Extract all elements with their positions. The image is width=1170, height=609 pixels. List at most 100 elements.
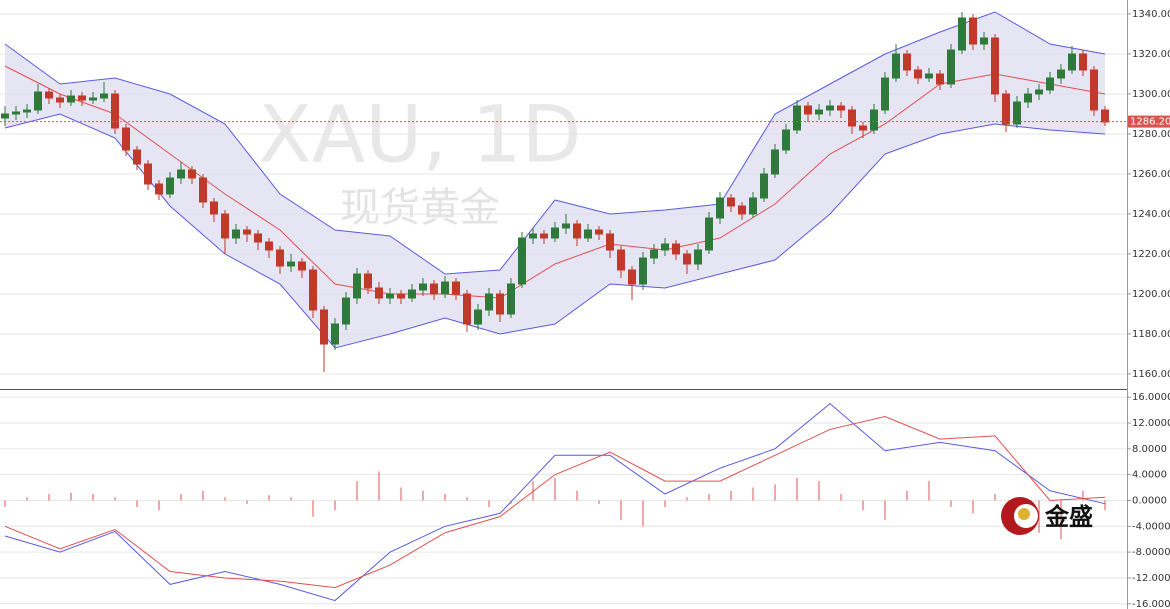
candle-body: [936, 73, 944, 85]
y-tick-label: 1260.00: [1132, 169, 1170, 180]
candle-body: [485, 293, 493, 311]
candle-body: [122, 127, 130, 151]
candle-body: [507, 283, 515, 315]
candle-body: [573, 223, 581, 239]
candle-body: [584, 229, 592, 239]
candle-body: [606, 233, 614, 251]
band-lower: [4, 113, 1106, 349]
candle-body: [705, 217, 713, 251]
candle-body: [265, 241, 273, 251]
candle-body: [254, 233, 262, 243]
candle-body: [166, 177, 174, 195]
candle-body: [1013, 101, 1021, 125]
y-tick-label: -12.0000: [1132, 573, 1170, 584]
y-tick-label: 12.0000: [1132, 418, 1170, 429]
candle-body: [991, 37, 999, 95]
candle-body: [67, 95, 75, 103]
candle-body: [375, 287, 383, 299]
candle-body: [903, 53, 911, 71]
candle-body: [958, 17, 966, 51]
candle-body: [760, 173, 768, 199]
candle-body: [199, 177, 207, 203]
candle-body: [474, 309, 482, 325]
candle-body: [100, 93, 108, 99]
candle-body: [1, 113, 9, 119]
y-tick-label: 8.0000: [1132, 444, 1167, 455]
candle-body: [980, 37, 988, 45]
candle-body: [551, 227, 559, 239]
candle-body: [452, 281, 460, 295]
candle-body: [859, 125, 867, 131]
y-tick-label: 1300.00: [1132, 89, 1170, 100]
candle-body: [155, 183, 163, 195]
y-tick-label: -16.0000: [1132, 599, 1170, 609]
candle-body: [1101, 109, 1109, 123]
candle-body: [34, 91, 42, 111]
macd-line: [4, 402, 1106, 602]
candle-body: [837, 105, 845, 111]
y-tick-label: 1220.00: [1132, 249, 1170, 260]
candle-body: [1046, 77, 1054, 91]
candle-body: [870, 109, 878, 131]
candle-body: [969, 17, 977, 45]
candle-body: [661, 243, 669, 251]
candle-body: [287, 261, 295, 267]
candle-body: [804, 105, 812, 115]
candle-body: [716, 197, 724, 219]
candle-body: [892, 53, 900, 79]
candle-body: [23, 109, 31, 113]
candle-body: [617, 249, 625, 271]
band-upper: [4, 11, 1106, 275]
candle-body: [419, 283, 427, 291]
candle-body: [243, 229, 251, 235]
candle-body: [298, 261, 306, 271]
candle-body: [342, 297, 350, 325]
candle-body: [749, 197, 757, 215]
y-tick-label: 0.0000: [1132, 495, 1167, 506]
candle-body: [177, 169, 185, 179]
candle-body: [496, 293, 504, 315]
candle-body: [1090, 69, 1098, 111]
candle-body: [188, 169, 196, 179]
candle-body: [430, 283, 438, 295]
candle-body: [353, 273, 361, 299]
candle-body: [815, 109, 823, 115]
candle-body: [111, 93, 119, 129]
candle-body: [463, 293, 471, 325]
y-tick-label: -4.0000: [1132, 521, 1170, 532]
candle-body: [12, 111, 20, 115]
y-tick-label: 1160.00: [1132, 369, 1170, 380]
logo-icon-dot: [1018, 508, 1030, 520]
candle-body: [694, 249, 702, 265]
candle-body: [727, 197, 735, 207]
candle-body: [331, 323, 339, 345]
candle-body: [364, 273, 372, 289]
candle-body: [826, 105, 834, 111]
candle-body: [45, 91, 53, 99]
candle-body: [848, 109, 856, 127]
candle-body: [1035, 89, 1043, 95]
candle-body: [672, 243, 680, 255]
last-price-box: [1128, 115, 1170, 128]
y-tick-label: 1280.00: [1132, 129, 1170, 140]
y-tick-label: 1180.00: [1132, 329, 1170, 340]
candle-body: [144, 163, 152, 185]
candle-body: [221, 213, 229, 239]
candle-body: [628, 269, 636, 285]
logo-text: 金盛: [1044, 503, 1093, 531]
y-tick-label: 1200.00: [1132, 289, 1170, 300]
macd-line: [4, 416, 1106, 589]
candle-body: [133, 149, 141, 165]
candle-body: [232, 229, 240, 239]
candle-body: [78, 95, 86, 101]
candle-body: [529, 233, 537, 239]
candle-body: [947, 49, 955, 85]
y-tick-label: 1320.00: [1132, 49, 1170, 60]
y-tick-label: 1240.00: [1132, 209, 1170, 220]
candle-body: [1057, 69, 1065, 79]
candle-body: [408, 289, 416, 299]
watermark-subtitle: 现货黄金: [340, 185, 500, 231]
candle-body: [782, 129, 790, 151]
candle-body: [309, 269, 317, 311]
